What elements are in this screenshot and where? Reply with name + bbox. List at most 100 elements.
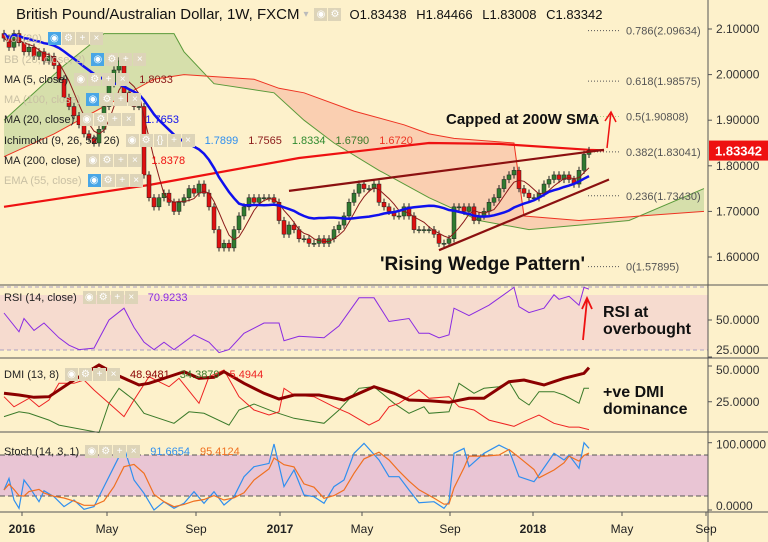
gear-icon[interactable]: ⚙ bbox=[101, 174, 115, 187]
price-axis-label: 1.60000 bbox=[716, 250, 760, 264]
gear-icon[interactable]: ⚙ bbox=[139, 134, 153, 147]
rsi-line bbox=[3, 286, 590, 354]
candle-down bbox=[91, 138, 97, 144]
legend-ma5[interactable]: MA (5, close) ◉ ⚙ + × 1.8033 bbox=[4, 73, 173, 86]
ichimoku-cloud-segment bbox=[579, 220, 584, 226]
eye-icon[interactable]: ◉ bbox=[74, 73, 88, 86]
close-icon[interactable]: × bbox=[133, 53, 147, 66]
price-axis-label: 1.70000 bbox=[716, 204, 760, 218]
eye-icon[interactable]: ◉ bbox=[85, 445, 99, 458]
plus-icon[interactable]: + bbox=[113, 445, 127, 458]
close-icon[interactable]: × bbox=[107, 368, 121, 381]
legend-value: 1.7565 bbox=[248, 134, 282, 147]
close-icon[interactable]: × bbox=[128, 93, 142, 106]
eye-icon[interactable]: ◉ bbox=[65, 368, 79, 381]
candle-down bbox=[516, 170, 522, 189]
close-icon[interactable]: × bbox=[128, 154, 142, 167]
close-icon[interactable]: × bbox=[122, 113, 136, 126]
gear-icon[interactable]: ⚙ bbox=[94, 113, 108, 126]
ichimoku-cloud-segment bbox=[324, 100, 329, 140]
ichimoku-cloud-segment bbox=[9, 111, 14, 155]
legend-label: MA (100, close) bbox=[4, 93, 81, 106]
eye-icon[interactable]: ◉ bbox=[80, 113, 94, 126]
ichimoku-cloud-segment bbox=[619, 217, 624, 222]
candle-down bbox=[66, 97, 72, 107]
close-icon[interactable]: × bbox=[124, 291, 138, 304]
plus-icon[interactable]: + bbox=[110, 291, 124, 304]
legend-vol[interactable]: Vol (20) ◉ ⚙ + × bbox=[4, 32, 103, 45]
eye-icon[interactable]: ◉ bbox=[47, 32, 61, 45]
candle-down bbox=[291, 224, 297, 230]
ichimoku-cloud-segment bbox=[234, 77, 239, 88]
ichimoku-cloud-segment bbox=[584, 219, 589, 225]
legend-label: MA (200, close) bbox=[4, 154, 81, 167]
close-icon[interactable]: × bbox=[181, 134, 195, 147]
plus-icon[interactable]: + bbox=[93, 368, 107, 381]
chevron-down-icon[interactable]: ▾ bbox=[303, 9, 309, 20]
close-icon[interactable]: × bbox=[127, 445, 141, 458]
gear-icon[interactable]: ⚙ bbox=[328, 8, 342, 21]
gear-icon[interactable]: ⚙ bbox=[61, 32, 75, 45]
eye-icon[interactable]: ◉ bbox=[86, 93, 100, 106]
annotation-line: +ve DMI bbox=[603, 384, 664, 401]
legend-ema55[interactable]: EMA (55, close) ◉ ⚙ + × bbox=[4, 174, 143, 187]
ichimoku-cloud-segment bbox=[54, 70, 59, 134]
legend-value: 1.8334 bbox=[291, 134, 326, 147]
plus-icon[interactable]: + bbox=[114, 154, 128, 167]
gear-icon[interactable]: ⚙ bbox=[99, 445, 113, 458]
legend-ma100[interactable]: MA (100, close) ◉ ⚙ + × bbox=[4, 93, 142, 106]
eye-icon[interactable]: ◉ bbox=[87, 174, 101, 187]
legend-ma200[interactable]: MA (200, close) ◉ ⚙ + × 1.8378 bbox=[4, 154, 185, 167]
candle-up bbox=[486, 202, 492, 212]
gear-icon[interactable]: ⚙ bbox=[105, 53, 119, 66]
price-axis-label: 2.10000 bbox=[716, 22, 760, 36]
candle-down bbox=[461, 206, 467, 212]
ichimoku-cloud-segment bbox=[454, 138, 459, 212]
close-icon[interactable]: × bbox=[129, 174, 143, 187]
ichimoku-cloud-segment bbox=[624, 216, 629, 221]
candle-down bbox=[56, 65, 62, 80]
plus-icon[interactable]: + bbox=[102, 73, 116, 86]
plus-icon[interactable]: + bbox=[167, 134, 181, 147]
close-icon[interactable]: × bbox=[116, 73, 130, 86]
legend-ichimoku[interactable]: Ichimoku (9, 26, 52, 26) ◉ ⚙{} + × 1.7899 1… bbox=[4, 134, 413, 147]
ichimoku-cloud-segment bbox=[194, 62, 199, 76]
legend-ma20[interactable]: MA (20, close) ◉ ⚙ + × 1.7653 bbox=[4, 113, 179, 126]
eye-icon[interactable]: ◉ bbox=[314, 8, 328, 21]
candle-down bbox=[436, 233, 442, 244]
ichimoku-cloud-segment bbox=[474, 139, 479, 221]
eye-icon[interactable]: ◉ bbox=[86, 154, 100, 167]
candle-down bbox=[361, 183, 367, 189]
candle-down bbox=[171, 202, 177, 212]
ichimoku-cloud-segment bbox=[44, 79, 49, 139]
legend-stoch[interactable]: Stoch (14, 3, 1) ◉ ⚙ + × 91.6654 95.4124 bbox=[4, 445, 240, 458]
candle-down bbox=[16, 33, 22, 43]
plus-icon[interactable]: + bbox=[108, 113, 122, 126]
source-icon[interactable]: {} bbox=[153, 134, 167, 147]
gear-icon[interactable]: ⚙ bbox=[79, 368, 93, 381]
close-icon[interactable]: × bbox=[89, 32, 103, 45]
eye-icon[interactable]: ◉ bbox=[82, 291, 96, 304]
plus-icon[interactable]: + bbox=[119, 53, 133, 66]
candle-down bbox=[81, 124, 87, 135]
gear-icon[interactable]: ⚙ bbox=[96, 291, 110, 304]
legend-value: 91.6654 bbox=[150, 445, 190, 458]
ichimoku-cloud-segment bbox=[599, 218, 604, 224]
eye-icon[interactable]: ◉ bbox=[125, 134, 139, 147]
legend-bb[interactable]: BB (20, close, 2) ◉ ⚙ + × bbox=[4, 53, 147, 66]
legend-rsi[interactable]: RSI (14, close) ◉ ⚙ + × 70.9233 bbox=[4, 291, 188, 304]
ichimoku-cloud-segment bbox=[219, 76, 224, 86]
candle-down bbox=[146, 174, 152, 198]
plus-icon[interactable]: + bbox=[114, 93, 128, 106]
gear-icon[interactable]: ⚙ bbox=[88, 73, 102, 86]
gear-icon[interactable]: ⚙ bbox=[100, 93, 114, 106]
legend-dmi[interactable]: DMI (13, 8) ◉ ⚙ + × 48.9481 34.3879 5.4944 bbox=[4, 368, 263, 381]
ma20-line bbox=[3, 32, 590, 220]
eye-icon[interactable]: ◉ bbox=[91, 53, 105, 66]
plus-icon[interactable]: + bbox=[115, 174, 129, 187]
plus-icon[interactable]: + bbox=[75, 32, 89, 45]
rsi-axis-label: 50.0000 bbox=[716, 313, 760, 327]
ichimoku-cloud-segment bbox=[99, 33, 104, 110]
gear-icon[interactable]: ⚙ bbox=[100, 154, 114, 167]
